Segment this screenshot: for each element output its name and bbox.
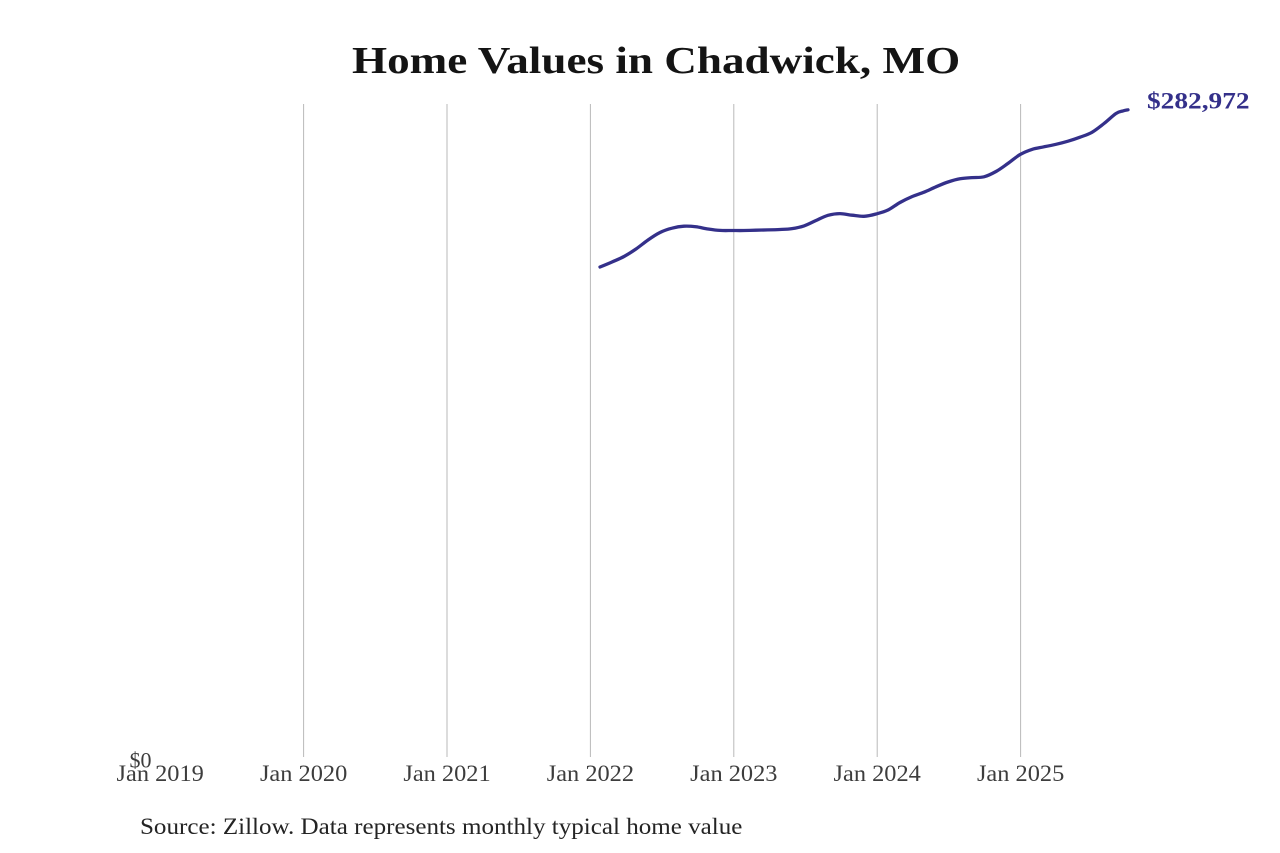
svg-text:Jan 2022: Jan 2022 [547,762,634,787]
svg-text:Jan 2020: Jan 2020 [260,762,347,787]
svg-text:Jan 2019: Jan 2019 [117,762,204,787]
svg-text:Jan 2024: Jan 2024 [834,762,921,787]
svg-text:Jan 2023: Jan 2023 [690,762,777,787]
svg-text:Jan 2025: Jan 2025 [977,762,1064,787]
svg-text:$282,972: $282,972 [1147,88,1250,113]
svg-text:$0: $0 [130,748,152,773]
svg-text:Home Values in Chadwick, MO: Home Values in Chadwick, MO [352,40,960,82]
svg-text:Jan 2021: Jan 2021 [403,762,490,787]
svg-text:Source: Zillow. Data represent: Source: Zillow. Data represents monthly … [140,815,742,840]
